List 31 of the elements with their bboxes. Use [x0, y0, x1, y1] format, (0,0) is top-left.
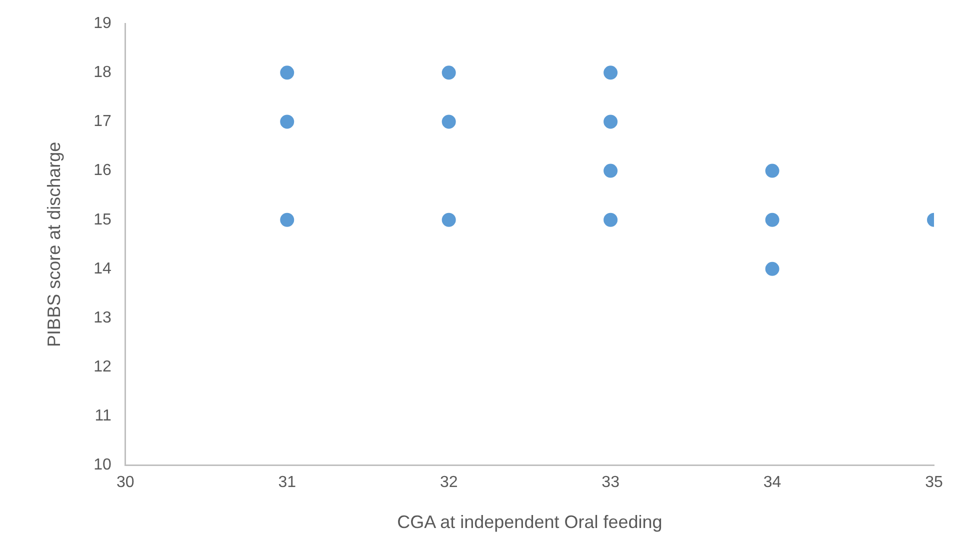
- point: [765, 164, 780, 178]
- point: [280, 212, 294, 227]
- x-tick-label: 32: [440, 474, 458, 492]
- point: [604, 212, 618, 227]
- point: [280, 114, 294, 129]
- y-tick-label: 10: [94, 456, 112, 474]
- point: [604, 164, 618, 178]
- y-tick-label: 11: [94, 408, 112, 425]
- y-tick-label: 18: [94, 64, 112, 82]
- point: [280, 66, 294, 80]
- point: [442, 114, 456, 129]
- y-tick-label: 16: [94, 162, 112, 180]
- x-axis-title: CGA at independent Oral feeding: [397, 512, 662, 532]
- y-tick-label: 19: [94, 15, 112, 32]
- point: [442, 212, 456, 227]
- x-tick-label: 30: [116, 474, 134, 492]
- y-tick-label: 13: [94, 309, 112, 326]
- y-tick-label: 14: [94, 260, 112, 278]
- x-tick-label: 35: [925, 474, 943, 492]
- x-tick-label: 34: [763, 474, 782, 492]
- point: [604, 66, 618, 80]
- y-tick-label: 15: [94, 211, 112, 228]
- y-axis-title: PIBBS score at discharge: [44, 142, 64, 347]
- x-tick-label: 33: [602, 474, 620, 492]
- point: [765, 262, 780, 276]
- x-tick-label: 31: [278, 474, 296, 492]
- y-tick-label: 17: [94, 113, 112, 130]
- point: [765, 212, 780, 227]
- y-tick-label: 12: [94, 358, 112, 376]
- point: [604, 114, 618, 129]
- point: [442, 66, 456, 80]
